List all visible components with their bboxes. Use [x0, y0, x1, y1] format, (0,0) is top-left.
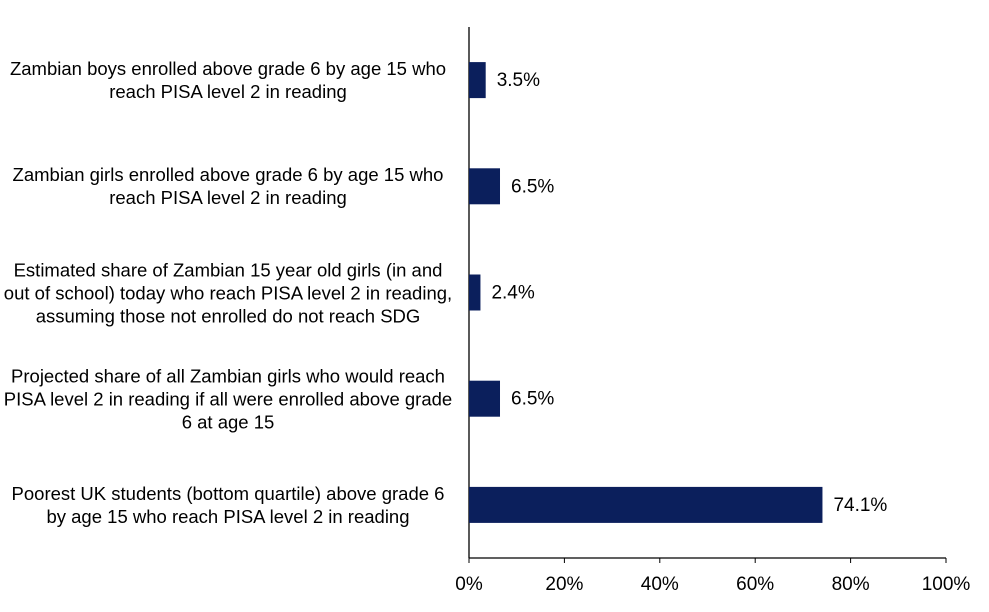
bar: [469, 486, 823, 523]
bar: [469, 62, 486, 99]
x-tick-label: 0%: [455, 574, 483, 595]
bar: [469, 274, 481, 311]
bar: [469, 168, 501, 205]
category-label: Projected share of all Zambian girls who…: [3, 365, 453, 433]
x-tick-label: 20%: [545, 574, 583, 595]
category-label: Poorest UK students (bottom quartile) ab…: [11, 482, 445, 527]
x-tick-label: 40%: [641, 574, 679, 595]
category-label: Zambian girls enrolled above grade 6 by …: [12, 164, 444, 209]
value-label: 74.1%: [833, 495, 887, 516]
value-label: 3.5%: [497, 70, 540, 91]
value-label: 2.4%: [491, 283, 534, 304]
value-label: 6.5%: [511, 389, 554, 410]
value-label: 6.5%: [511, 176, 554, 197]
x-tick-label: 100%: [922, 574, 971, 595]
x-tick-label: 80%: [832, 574, 870, 595]
x-tick-label: 60%: [736, 574, 774, 595]
category-label: Estimated share of Zambian 15 year old g…: [3, 259, 453, 326]
category-label: Zambian boys enrolled above grade 6 by a…: [9, 58, 447, 103]
bar: [469, 380, 501, 417]
